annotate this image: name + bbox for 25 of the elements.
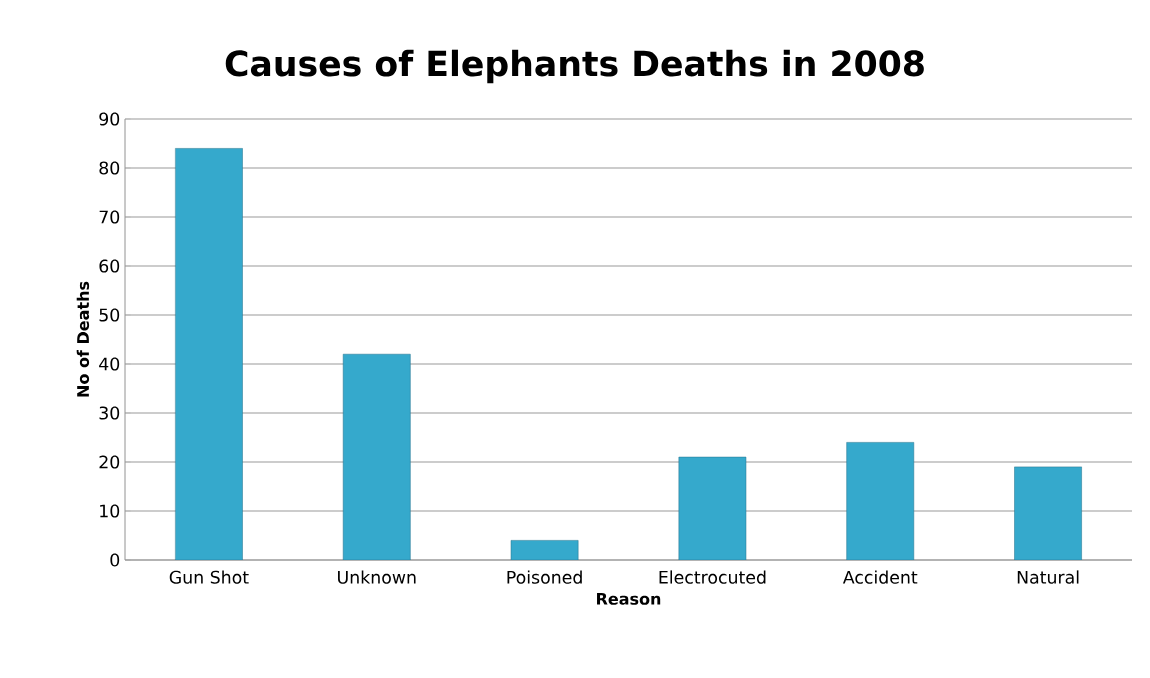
y-tick-label: 50 [99, 308, 120, 322]
bar [1014, 466, 1082, 560]
y-tick-label: 90 [99, 112, 120, 126]
bar [510, 540, 579, 560]
x-tick-label: Poisoned [507, 570, 582, 584]
y-tick-label: 10 [100, 504, 120, 518]
bar [678, 456, 747, 560]
y-tick-label: 0 [110, 553, 120, 567]
bar [846, 442, 915, 560]
bar [175, 148, 243, 560]
y-tick-label: 70 [99, 210, 120, 224]
y-axis-title: No of Deaths [76, 281, 90, 397]
x-tick-label: Natural [1017, 570, 1079, 584]
y-tick-label: 30 [99, 406, 120, 420]
y-tick-label: 40 [99, 357, 120, 371]
x-tick-label: Accident [842, 570, 918, 584]
x-axis-title: Reason [597, 592, 661, 605]
bar [342, 353, 411, 560]
x-tick-label: Unknown [338, 570, 416, 584]
y-tick-label: 20 [99, 455, 120, 469]
y-tick-label: 60 [99, 259, 120, 273]
chart-title: Causes of Elephants Deaths in 2008 [225, 49, 924, 84]
x-tick-label: Electrocuted [659, 570, 766, 584]
y-tick-label: 80 [99, 161, 120, 175]
x-tick-label: Gun Shot [169, 570, 249, 584]
